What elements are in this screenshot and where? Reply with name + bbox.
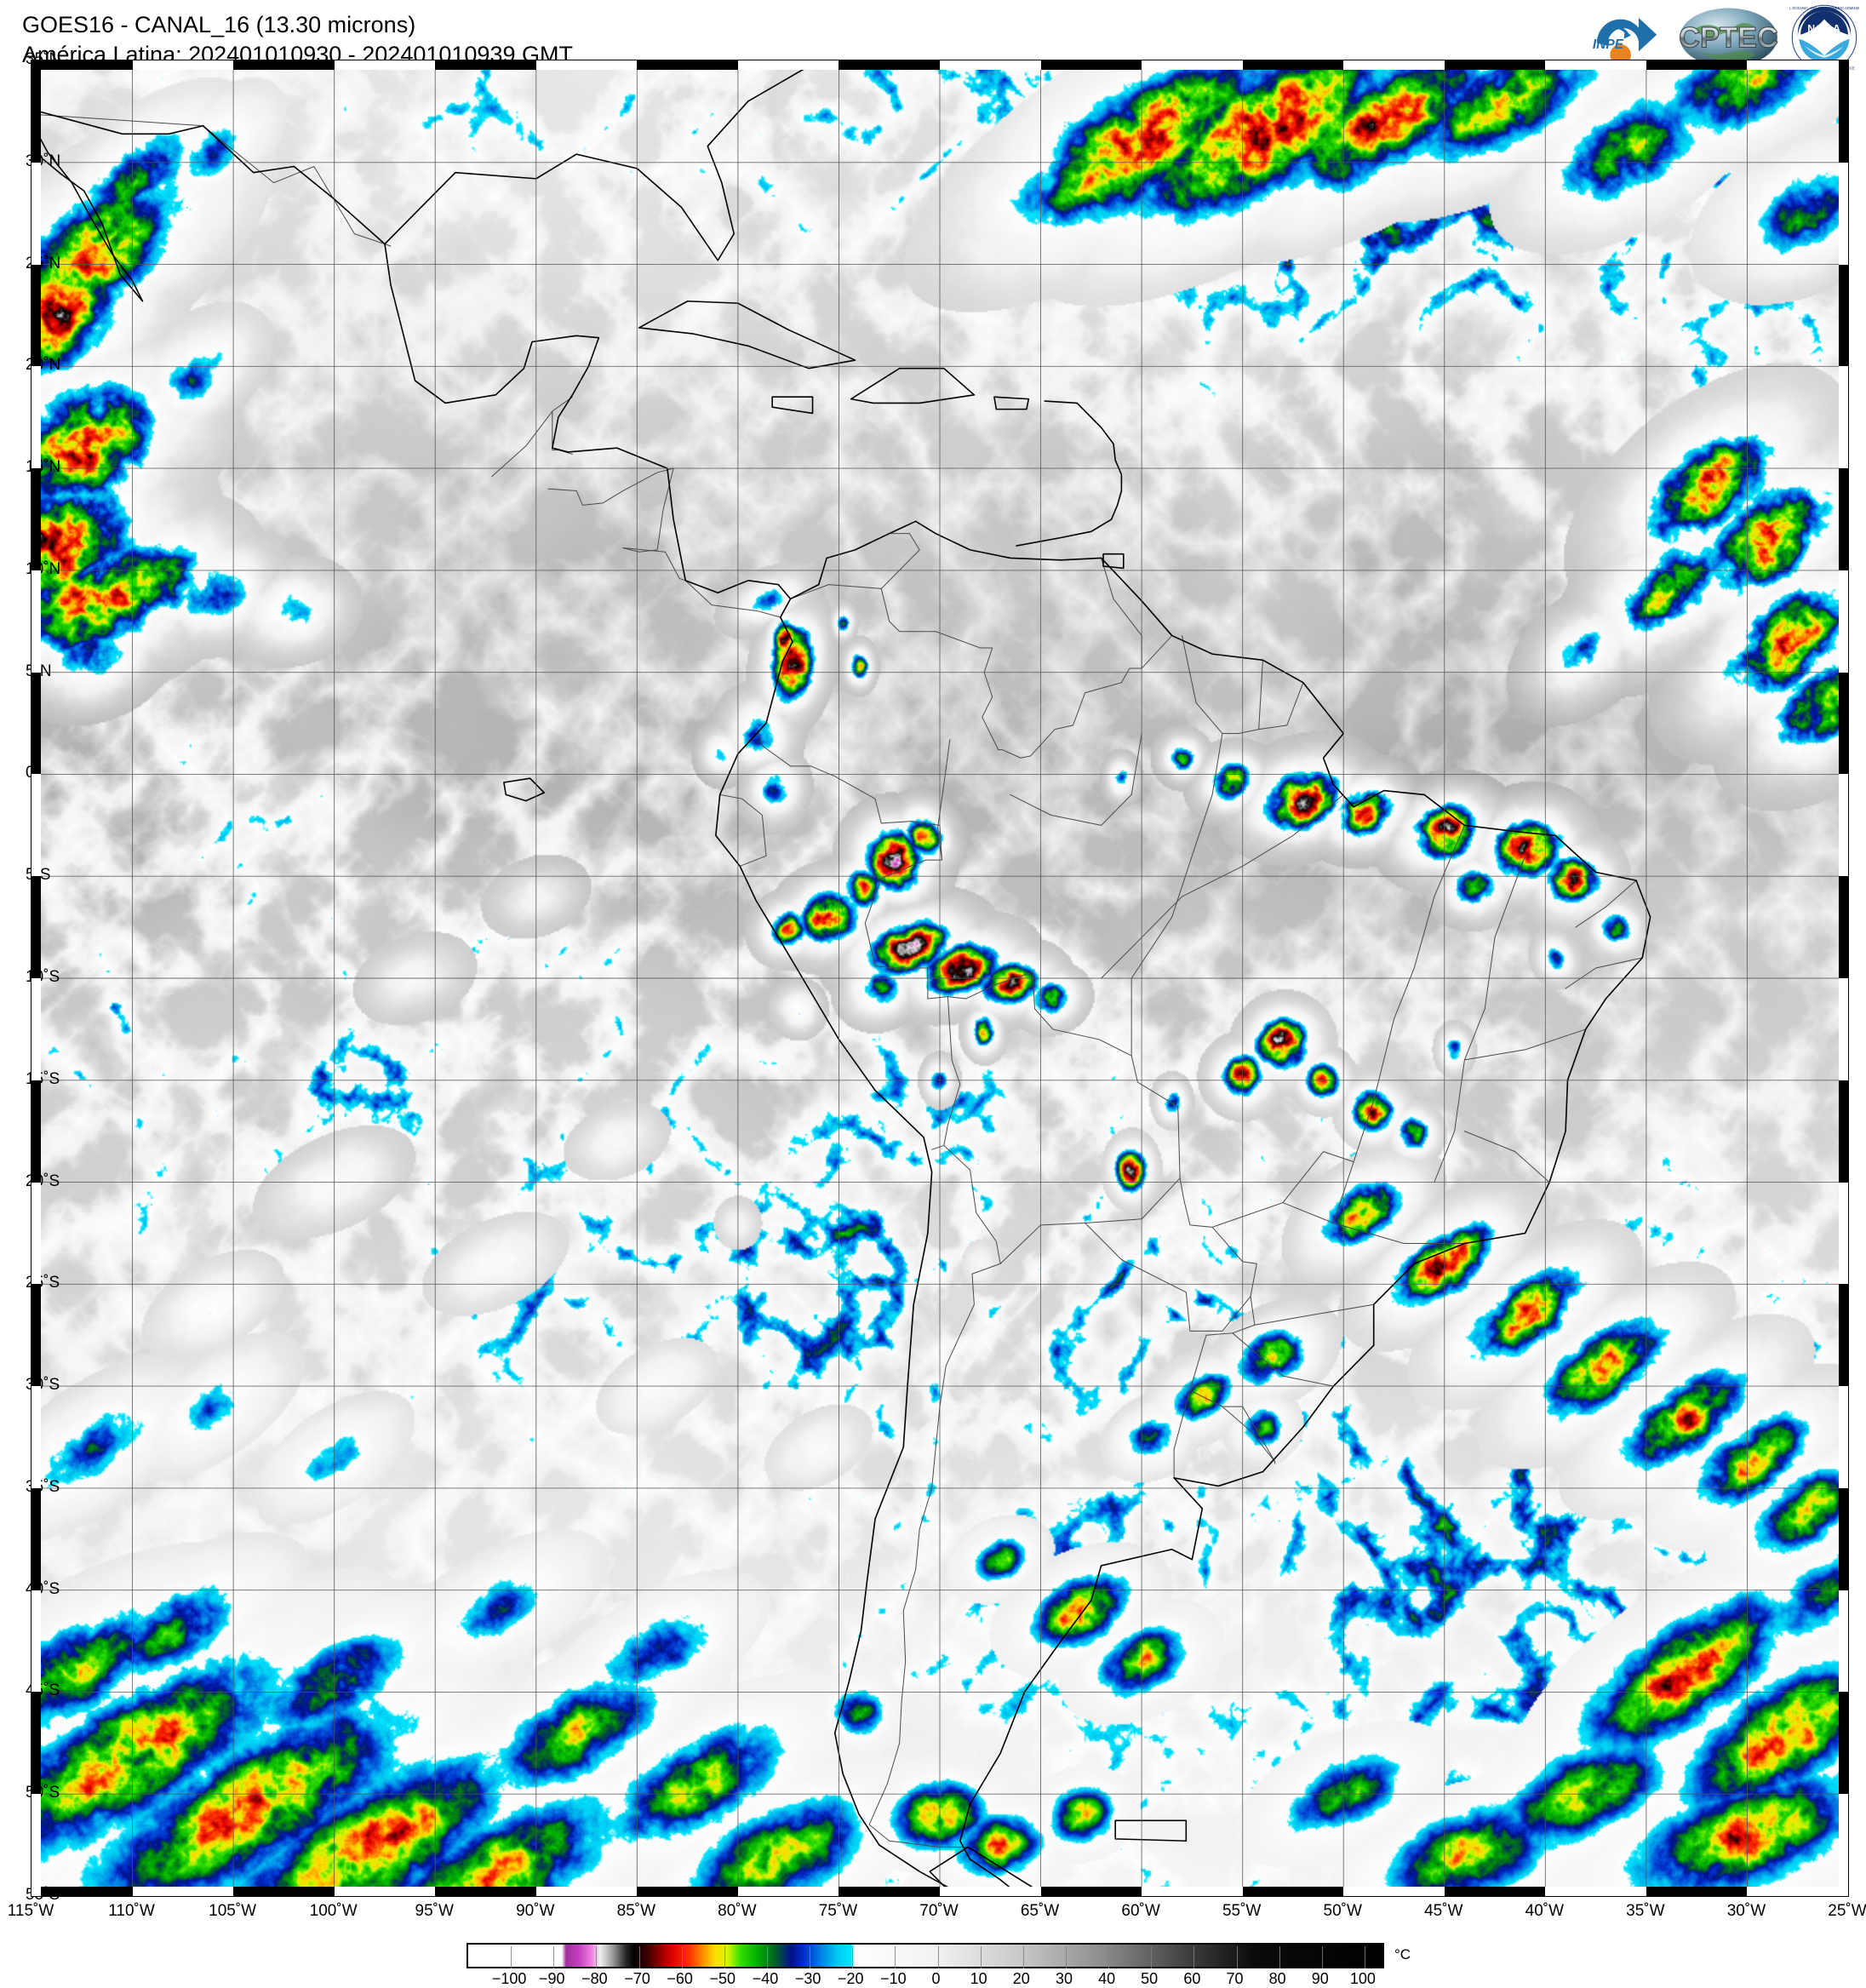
colorbar-tick-label: −20 bbox=[838, 1970, 864, 1987]
svg-text:NATIONAL OCEANIC AND ATMOSPHER: NATIONAL OCEANIC AND ATMOSPHERIC ADMINIS… bbox=[1789, 6, 1859, 10]
colorbar-tick-label: −40 bbox=[752, 1970, 779, 1987]
colorbar-tick-label: 60 bbox=[1183, 1970, 1201, 1987]
colorbar-tick-label: −70 bbox=[624, 1970, 650, 1987]
header: GOES16 - CANAL_16 (13.30 microns) Améric… bbox=[0, 0, 1866, 75]
colorbar-tick-label: 70 bbox=[1226, 1970, 1244, 1987]
logo-bar: INPE CPTEC bbox=[1584, 2, 1859, 73]
colorbar-tick-label: 30 bbox=[1055, 1970, 1073, 1987]
lon-tick-label: 50˚W bbox=[1323, 1902, 1362, 1920]
colorbar-strip bbox=[466, 1943, 1384, 1968]
lon-tick-label: 70˚W bbox=[919, 1902, 959, 1920]
lon-tick-label: 30˚W bbox=[1726, 1902, 1766, 1920]
colorbar-tick-label: −30 bbox=[794, 1970, 821, 1987]
lon-tick-label: 110˚W bbox=[108, 1902, 155, 1920]
colorbar-tick-label: 50 bbox=[1141, 1970, 1159, 1987]
lon-tick-label: 105˚W bbox=[209, 1902, 257, 1920]
svg-text:CPTEC: CPTEC bbox=[1679, 21, 1778, 54]
colorbar-tick-label: −50 bbox=[709, 1970, 736, 1987]
colorbar-tick-label: 100 bbox=[1349, 1970, 1376, 1987]
colorbar-tick-label: −10 bbox=[880, 1970, 907, 1987]
page-title: GOES16 - CANAL_16 (13.30 microns) bbox=[22, 12, 416, 37]
lon-tick-label: 100˚W bbox=[309, 1902, 358, 1920]
colorbar-tick-label: 40 bbox=[1098, 1970, 1116, 1987]
cptec-logo: CPTEC bbox=[1679, 8, 1778, 67]
colorbar-tick-label: 10 bbox=[970, 1970, 987, 1987]
colorbar-tick-label: 20 bbox=[1012, 1970, 1030, 1987]
lon-tick-label: 115˚W bbox=[7, 1902, 54, 1920]
lon-tick-label: 65˚W bbox=[1020, 1902, 1060, 1920]
tick-border-left bbox=[31, 60, 41, 1896]
noaa-logo: NOAA NATIONAL OCEANIC AND ATMOSPHERIC AD… bbox=[1789, 3, 1859, 72]
lon-tick-label: 85˚W bbox=[616, 1902, 656, 1920]
colorbar: °C −100 −90 −80 −70 −60 −50 −40 −30 −20 −10 0 10 20 3… bbox=[466, 1943, 1411, 1987]
tick-border-right bbox=[1839, 60, 1848, 1896]
lon-tick-label: 75˚W bbox=[818, 1902, 858, 1920]
svg-text:NOAA: NOAA bbox=[1807, 22, 1841, 34]
lon-tick-label: 35˚W bbox=[1626, 1902, 1665, 1920]
colorbar-tick-label: −60 bbox=[667, 1970, 693, 1987]
lon-tick-label: 45˚W bbox=[1424, 1902, 1463, 1920]
tick-border-top bbox=[31, 60, 1848, 70]
colorbar-tick-label: 0 bbox=[931, 1970, 941, 1987]
colorbar-unit-label: °C bbox=[1394, 1946, 1411, 1962]
tick-border-bottom bbox=[31, 1887, 1848, 1896]
svg-text:INPE: INPE bbox=[1592, 37, 1623, 52]
colorbar-tick-label: 90 bbox=[1311, 1970, 1329, 1987]
colorbar-tick-label: −100 bbox=[491, 1970, 527, 1987]
graticule-grid bbox=[31, 60, 1848, 1896]
satellite-map[interactable] bbox=[31, 60, 1849, 1897]
lon-tick-label: 40˚W bbox=[1525, 1902, 1565, 1920]
lon-tick-label: 95˚W bbox=[415, 1902, 454, 1920]
colorbar-tick-label: 80 bbox=[1268, 1970, 1286, 1987]
colorbar-gradient bbox=[468, 1945, 1382, 1967]
colorbar-tick-label: −80 bbox=[581, 1970, 608, 1987]
colorbar-tick-label: −90 bbox=[539, 1970, 565, 1987]
lon-tick-label: 90˚W bbox=[516, 1902, 555, 1920]
lon-tick-label: 25˚W bbox=[1828, 1902, 1866, 1920]
lon-tick-label: 55˚W bbox=[1222, 1902, 1262, 1920]
lon-tick-label: 60˚W bbox=[1121, 1902, 1160, 1920]
lon-tick-label: 80˚W bbox=[718, 1902, 757, 1920]
